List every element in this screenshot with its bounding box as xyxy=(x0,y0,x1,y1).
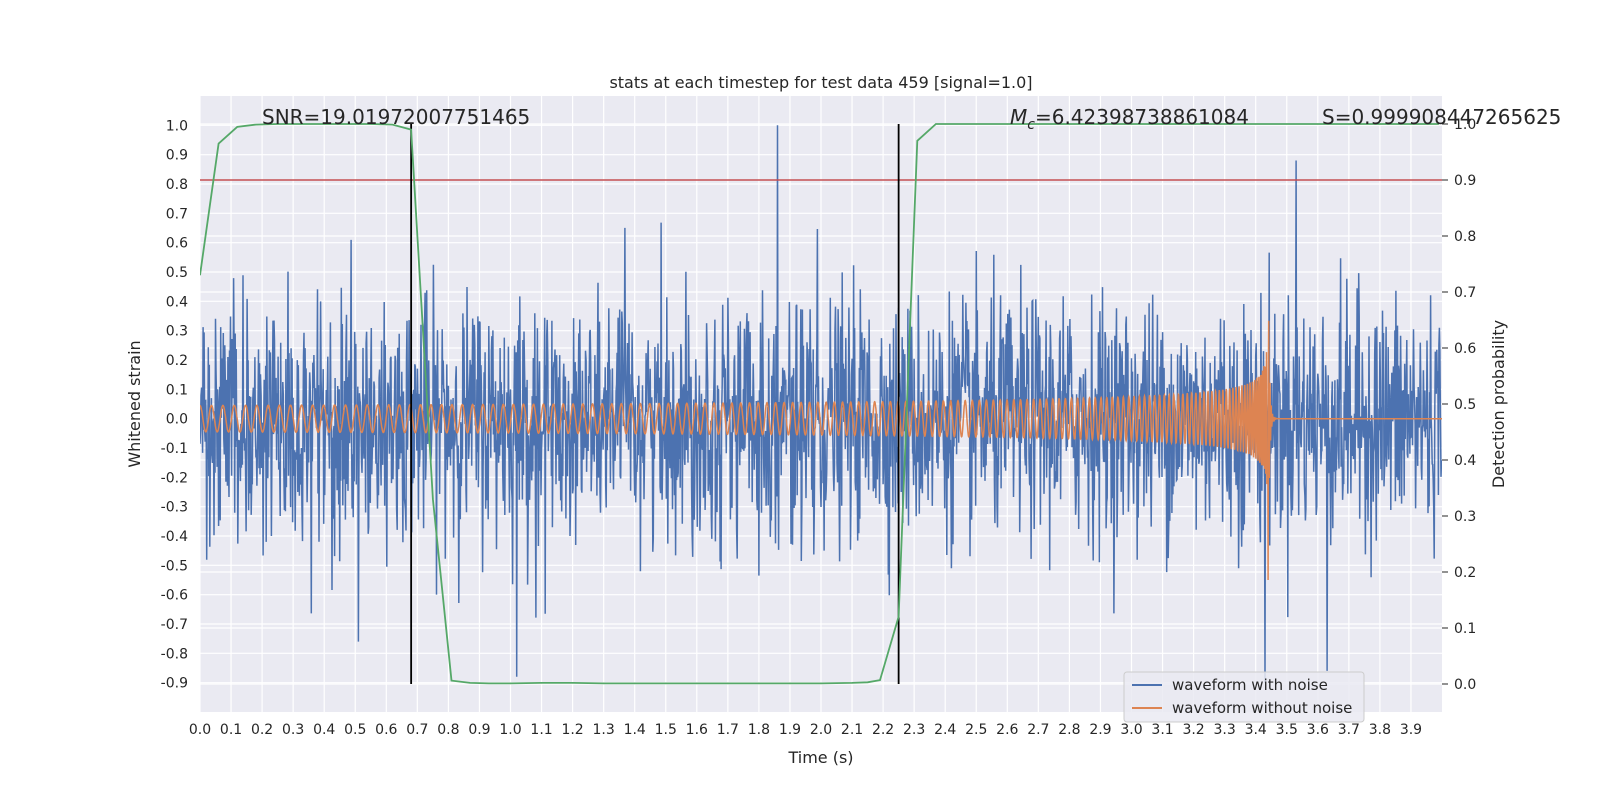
mc-subscript: c xyxy=(1027,117,1035,133)
y2-tick-label: 0.2 xyxy=(1454,565,1476,581)
x-tick-label: 1.3 xyxy=(593,722,615,738)
y-tick-label: -0.1 xyxy=(161,441,188,457)
y-tick-label: -0.2 xyxy=(161,470,188,486)
plot-area xyxy=(200,123,1442,685)
y-tick-label: -0.6 xyxy=(161,588,188,604)
y2-tick-label: 1.0 xyxy=(1454,117,1476,133)
x-tick-label: 3.2 xyxy=(1182,722,1204,738)
y-tick-label: -0.7 xyxy=(161,617,188,633)
x-tick-label: 2.0 xyxy=(810,722,832,738)
x-axis-ticks: 0.0 0.1 0.2 0.3 0.4 0.5 0.6 0.7 0.8 0.9 1.0 1.1 1.2 1… xyxy=(189,722,1422,738)
y2-tick-label: 0.6 xyxy=(1454,341,1476,357)
y-tick-label: 0.7 xyxy=(166,206,188,222)
y-tick-label: -0.5 xyxy=(161,558,188,574)
legend-label-waveform-with-noise: waveform with noise xyxy=(1172,676,1328,694)
x-tick-label: 2.3 xyxy=(903,722,925,738)
y-axis-ticks: 1.0 0.9 0.8 0.7 0.6 0.5 0.4 0.3 0.2 0.1 0.0 -0.1 -0.… xyxy=(161,118,188,691)
y-tick-label: 0.4 xyxy=(166,294,188,310)
y2-tick-label: 0.7 xyxy=(1454,285,1476,301)
y-tick-label: 0.8 xyxy=(166,177,188,193)
x-tick-label: 3.1 xyxy=(1151,722,1173,738)
x-tick-label: 2.8 xyxy=(1058,722,1080,738)
y-tick-label: 1.0 xyxy=(166,118,188,134)
y2-tick-label: 0.4 xyxy=(1454,453,1476,469)
x-tick-label: 3.5 xyxy=(1276,722,1298,738)
y-tick-label: 0.2 xyxy=(166,353,188,369)
x-tick-label: 0.3 xyxy=(282,722,304,738)
snr-annotation: SNR=19.01972007751465 xyxy=(262,105,530,129)
x-tick-label: 0.5 xyxy=(344,722,366,738)
y2-tick-label: 0.8 xyxy=(1454,229,1476,245)
s-annotation: S=0.999908447265625 xyxy=(1322,105,1561,129)
x-tick-label: 0.6 xyxy=(375,722,397,738)
x-tick-label: 2.7 xyxy=(1027,722,1049,738)
x-tick-label: 1.6 xyxy=(686,722,708,738)
x-tick-label: 3.3 xyxy=(1214,722,1236,738)
series-line-detection-probability xyxy=(200,123,1439,685)
y2-tick-label: 0.1 xyxy=(1454,621,1476,637)
y2-tick-label: 0.5 xyxy=(1454,397,1476,413)
x-tick-label: 1.7 xyxy=(717,722,739,738)
y-axis-label: Whitened strain xyxy=(125,340,144,467)
y2-tick-label: 0.9 xyxy=(1454,173,1476,189)
x-tick-label: 0.9 xyxy=(468,722,490,738)
legend-box xyxy=(1123,671,1365,723)
y-tick-label: -0.9 xyxy=(161,676,188,692)
x-tick-label: 1.5 xyxy=(655,722,677,738)
x-tick-label: 2.5 xyxy=(965,722,987,738)
y-tick-label: 0.3 xyxy=(166,324,188,340)
x-tick-label: 3.7 xyxy=(1338,722,1360,738)
x-tick-label: 1.8 xyxy=(748,722,770,738)
x-tick-label: 2.2 xyxy=(872,722,894,738)
x-tick-label: 3.0 xyxy=(1120,722,1142,738)
x-tick-label: 2.1 xyxy=(841,722,863,738)
legend-label-waveform-without-noise: waveform without noise xyxy=(1172,699,1352,717)
y-tick-label: 0.5 xyxy=(166,265,188,281)
x-tick-label: 1.4 xyxy=(624,722,646,738)
y2-axis-label: Detection probability xyxy=(1489,320,1508,488)
y-tick-label: 0.0 xyxy=(166,412,188,428)
series-line-waveform-with-noise xyxy=(200,125,1442,683)
y-tick-label: 0.6 xyxy=(166,236,188,252)
series-line-waveform-without-noise xyxy=(200,320,1442,581)
x-tick-label: 3.4 xyxy=(1245,722,1267,738)
x-tick-label: 2.9 xyxy=(1089,722,1111,738)
y2-axis-ticks: 1.0 0.9 0.8 0.7 0.6 0.5 0.4 0.3 0.2 0.1 0.0 xyxy=(1442,117,1476,693)
x-tick-label: 3.8 xyxy=(1369,722,1391,738)
x-tick-label: 1.0 xyxy=(499,722,521,738)
x-tick-label: 2.6 xyxy=(996,722,1018,738)
x-tick-label: 1.2 xyxy=(561,722,583,738)
x-axis-label: Time (s) xyxy=(787,748,853,767)
x-tick-label: 0.1 xyxy=(220,722,242,738)
mc-symbol: M xyxy=(1010,105,1027,129)
y-tick-label: -0.8 xyxy=(161,646,188,662)
y-tick-label: 0.9 xyxy=(166,148,188,164)
x-tick-label: 1.1 xyxy=(530,722,552,738)
y-tick-label: 0.1 xyxy=(166,382,188,398)
mc-value: =6.42398738861084 xyxy=(1035,105,1249,129)
x-tick-label: 3.6 xyxy=(1307,722,1329,738)
x-tick-label: 0.0 xyxy=(189,722,211,738)
chart-title: stats at each timestep for test data 459… xyxy=(609,73,1032,92)
x-tick-label: 0.4 xyxy=(313,722,335,738)
legend: waveform with noise waveform without noi… xyxy=(1123,671,1365,723)
y2-tick-label: 0.3 xyxy=(1454,509,1476,525)
x-tick-label: 0.7 xyxy=(406,722,428,738)
y-tick-label: -0.4 xyxy=(161,529,188,545)
y-tick-label: -0.3 xyxy=(161,500,188,516)
y2-tick-label: 0.0 xyxy=(1454,677,1476,693)
x-tick-label: 2.4 xyxy=(934,722,956,738)
x-tick-label: 3.9 xyxy=(1400,722,1422,738)
x-tick-label: 1.9 xyxy=(779,722,801,738)
x-tick-label: 0.8 xyxy=(437,722,459,738)
x-tick-label: 0.2 xyxy=(251,722,273,738)
mc-annotation: Mc=6.42398738861084 xyxy=(1010,105,1249,133)
